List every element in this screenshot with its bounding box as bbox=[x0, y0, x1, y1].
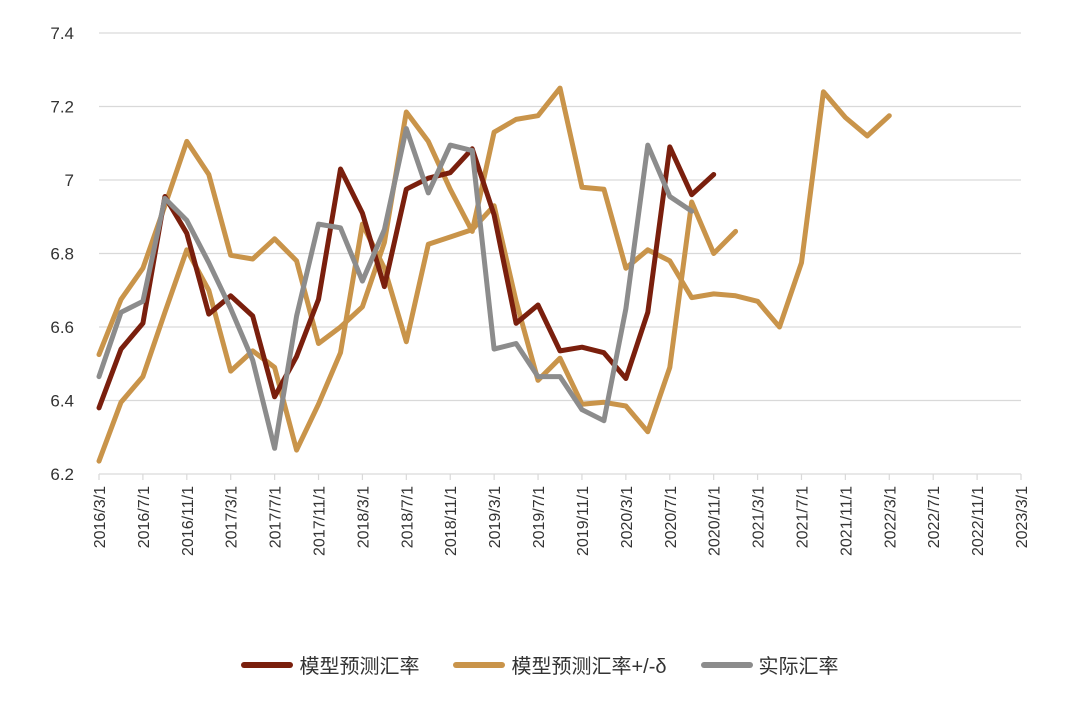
x-tick-label: 2022/3/1 bbox=[882, 486, 899, 548]
legend-label-model: 模型预测汇率 bbox=[299, 656, 420, 678]
legend-swatch-band bbox=[453, 661, 506, 668]
x-tick-label: 2016/7/1 bbox=[136, 486, 153, 548]
x-tick-label: 2017/7/1 bbox=[268, 486, 285, 548]
y-tick-label: 6.8 bbox=[50, 245, 74, 264]
x-tick-label: 2021/11/1 bbox=[838, 486, 855, 556]
y-tick-label: 6.4 bbox=[50, 392, 74, 411]
legend-label-band: 模型预测汇率+/-δ bbox=[511, 656, 667, 678]
x-tick-label: 2020/11/1 bbox=[707, 486, 724, 556]
y-tick-label: 7.2 bbox=[50, 98, 74, 117]
series-line-模型预测汇率 bbox=[96, 144, 717, 411]
x-tick-label: 2022/7/1 bbox=[926, 486, 943, 548]
x-tick-label: 2022/11/1 bbox=[970, 486, 987, 556]
legend-swatch-actual bbox=[700, 661, 753, 668]
x-tick-label: 2019/11/1 bbox=[575, 486, 592, 556]
legend-item-band: 模型预测汇率+/-δ bbox=[453, 650, 667, 679]
x-tick-label: 2021/3/1 bbox=[751, 486, 768, 548]
x-tick-label: 2021/7/1 bbox=[794, 486, 811, 548]
y-tick-label: 7 bbox=[65, 171, 74, 190]
x-tick-label: 2018/11/1 bbox=[443, 486, 460, 556]
x-tick-label: 2023/3/1 bbox=[1014, 486, 1031, 548]
y-tick-label: 6.6 bbox=[50, 318, 74, 337]
series-line-band-lower bbox=[96, 199, 739, 464]
x-tick-label: 2018/7/1 bbox=[399, 486, 416, 548]
x-tick-label: 2016/11/1 bbox=[180, 486, 197, 556]
y-axis-ticks: 6.2 6.4 6.6 6.8 7 7.2 7.4 bbox=[50, 24, 74, 484]
y-tick-label: 7.4 bbox=[50, 24, 74, 43]
legend-swatch-model bbox=[241, 661, 294, 668]
series-line-实际汇率 bbox=[96, 126, 695, 451]
x-tick-label: 2017/3/1 bbox=[224, 486, 241, 548]
x-tick-label: 2020/7/1 bbox=[663, 486, 680, 548]
legend-item-model: 模型预测汇率 bbox=[241, 650, 419, 679]
x-axis-ticks: 2016/3/1 2016/7/1 2016/11/1 2017/3/1 2017/7/… bbox=[92, 474, 1031, 556]
series-line-band-upper bbox=[96, 85, 892, 358]
legend-item-actual: 实际汇率 bbox=[700, 650, 839, 679]
x-tick-label: 2016/3/1 bbox=[92, 486, 109, 548]
x-tick-label: 2018/3/1 bbox=[355, 486, 372, 548]
gridlines bbox=[99, 32, 1021, 475]
x-tick-label: 2017/11/1 bbox=[312, 486, 329, 556]
x-tick-label: 2019/3/1 bbox=[487, 486, 504, 548]
legend: 模型预测汇率 模型预测汇率+/-δ 实际汇率 bbox=[0, 650, 1080, 679]
y-tick-label: 6.2 bbox=[50, 465, 74, 484]
x-tick-label: 2019/7/1 bbox=[531, 486, 548, 548]
x-tick-label: 2020/3/1 bbox=[619, 486, 636, 548]
legend-label-actual: 实际汇率 bbox=[758, 656, 839, 678]
series-lines bbox=[96, 85, 892, 464]
